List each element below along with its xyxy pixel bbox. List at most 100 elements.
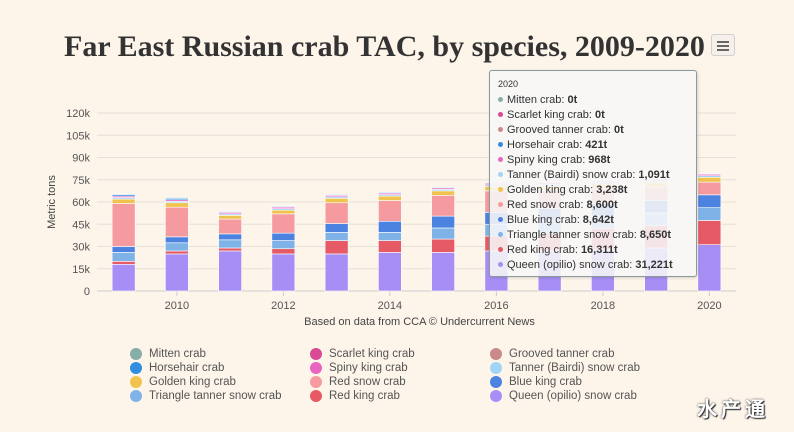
bar-segment bbox=[697, 173, 722, 175]
bar-segment bbox=[431, 186, 455, 189]
legend-item[interactable]: Queen (opilio) snow crab bbox=[490, 389, 690, 403]
bar-segment bbox=[431, 227, 455, 240]
legend-item[interactable]: Mitten crab bbox=[130, 347, 310, 361]
legend-item[interactable]: Triangle tanner snow crab bbox=[130, 389, 310, 403]
tooltip-series-value: 0t bbox=[613, 123, 624, 136]
legend-swatch-icon bbox=[130, 362, 142, 374]
hamburger-menu-icon[interactable] bbox=[711, 34, 735, 56]
tooltip-series-name: Grooved tanner crab: bbox=[507, 123, 611, 136]
legend-item[interactable]: Horsehair crab bbox=[130, 361, 310, 375]
tooltip-row: Blue king crab: 8,642t bbox=[498, 212, 688, 227]
bar-segment bbox=[165, 253, 189, 292]
y-tick-label: 15k bbox=[72, 264, 90, 276]
tooltip-swatch-icon bbox=[498, 187, 503, 192]
tooltip-series-value: 8,642t bbox=[582, 213, 614, 226]
tooltip-series-value: 968t bbox=[588, 153, 611, 166]
bar-segment bbox=[271, 232, 296, 241]
bar-segment bbox=[378, 232, 402, 241]
bar-segment bbox=[165, 197, 189, 199]
tooltip-series-name: Tanner (Bairdi) snow crab: bbox=[507, 168, 636, 181]
bar-segment bbox=[165, 202, 189, 208]
tooltip-swatch-icon bbox=[498, 172, 503, 177]
chart-title: Far East Russian crab TAC, by species, 2… bbox=[64, 30, 705, 63]
legend-swatch-icon bbox=[310, 390, 322, 402]
legend-item[interactable]: Grooved tanner crab bbox=[490, 347, 690, 361]
legend-item[interactable]: Scarlet king crab bbox=[310, 347, 490, 361]
legend-item[interactable]: Red king crab bbox=[310, 389, 490, 403]
bar-segment bbox=[431, 238, 455, 253]
legend-label: Grooved tanner crab bbox=[509, 348, 615, 360]
legend-swatch-icon bbox=[490, 376, 502, 388]
y-axis-title: Metric tons bbox=[46, 175, 58, 229]
tooltip-series-name: Horsehair crab: bbox=[507, 138, 583, 151]
tooltip-swatch-icon bbox=[498, 112, 503, 117]
tooltip-series-name: Mitten crab: bbox=[507, 93, 565, 106]
tooltip-row: Golden king crab: 3,238t bbox=[498, 182, 688, 197]
tooltip-swatch-icon bbox=[498, 247, 503, 252]
tooltip-series-name: Red king crab: bbox=[507, 243, 578, 256]
bar-segment bbox=[697, 244, 722, 292]
bar-segment bbox=[165, 236, 189, 244]
bar-segment bbox=[111, 193, 136, 195]
tooltip-row: Spiny king crab: 968t bbox=[498, 152, 688, 167]
legend-item[interactable]: Golden king crab bbox=[130, 375, 310, 389]
tooltip-row: Horsehair crab: 421t bbox=[498, 137, 688, 152]
y-tick-label: 30k bbox=[72, 242, 90, 254]
bar-segment bbox=[324, 202, 349, 224]
tooltip-swatch-icon bbox=[498, 157, 503, 162]
bar-segment bbox=[378, 240, 402, 253]
bar-segment bbox=[165, 250, 189, 255]
tooltip-series-value: 1,091t bbox=[638, 168, 670, 181]
tooltip-swatch-icon bbox=[498, 142, 503, 147]
y-tick-label: 75k bbox=[72, 175, 90, 187]
y-tick-label: 120k bbox=[66, 108, 90, 120]
y-tick-label: 105k bbox=[66, 130, 90, 142]
x-tick-label: 2014 bbox=[378, 300, 402, 312]
legend-label: Scarlet king crab bbox=[329, 348, 415, 360]
bar-segment bbox=[324, 240, 349, 255]
tooltip-series-value: 8,650t bbox=[639, 228, 672, 241]
bar-segment bbox=[271, 240, 296, 250]
tooltip-series-value: 3,238t bbox=[596, 183, 628, 196]
tooltip-series-name: Queen (opilio) snow crab: bbox=[507, 258, 633, 271]
legend-swatch-icon bbox=[130, 348, 142, 360]
tooltip-series-value: 421t bbox=[585, 138, 608, 151]
x-tick-label: 2018 bbox=[591, 300, 615, 312]
tooltip-row: Queen (opilio) snow crab: 31,221t bbox=[498, 257, 688, 272]
bar-segment bbox=[324, 223, 349, 233]
legend-label: Triangle tanner snow crab bbox=[149, 390, 282, 402]
legend-item[interactable]: Blue king crab bbox=[490, 375, 690, 389]
x-tick-label: 2020 bbox=[697, 300, 721, 312]
legend-swatch-icon bbox=[130, 376, 142, 388]
bar-segment bbox=[218, 215, 242, 220]
bar-segment bbox=[324, 194, 349, 196]
bar-segment bbox=[271, 205, 296, 207]
legend-item[interactable]: Red snow crab bbox=[310, 375, 490, 389]
bar-segment bbox=[378, 200, 402, 222]
tooltip-row: Red snow crab: 8,600t bbox=[498, 197, 688, 212]
legend-item[interactable]: Spiny king crab bbox=[310, 361, 490, 375]
bar-segment bbox=[218, 239, 242, 249]
legend-swatch-icon bbox=[310, 362, 322, 374]
bar-segment bbox=[697, 176, 722, 183]
tooltip-swatch-icon bbox=[498, 127, 503, 132]
y-tick-label: 0 bbox=[84, 286, 90, 298]
tooltip-row: Red king crab: 16,311t bbox=[498, 242, 688, 257]
y-tick-label: 90k bbox=[72, 153, 90, 165]
bar-segment bbox=[111, 198, 136, 204]
legend-item[interactable]: Tanner (Bairdi) snow crab bbox=[490, 361, 690, 375]
bar-segment bbox=[697, 220, 722, 245]
bar-segment bbox=[111, 261, 136, 265]
legend-swatch-icon bbox=[490, 348, 502, 360]
tooltip-row: Tanner (Bairdi) snow crab: 1,091t bbox=[498, 167, 688, 182]
bar-segment bbox=[324, 253, 349, 292]
tooltip-row: Scarlet king crab: 0t bbox=[498, 107, 688, 122]
tooltip-swatch-icon bbox=[498, 97, 503, 102]
tooltip-series-value: 31,221t bbox=[635, 258, 673, 271]
legend-label: Golden king crab bbox=[149, 376, 236, 388]
tooltip-series-name: Red snow crab: bbox=[507, 198, 584, 211]
bar-segment bbox=[271, 248, 296, 255]
tooltip-series-value: 0t bbox=[567, 93, 578, 106]
tooltip-row: Triangle tanner snow crab: 8,650t bbox=[498, 227, 688, 242]
y-tick-label: 60k bbox=[72, 197, 90, 209]
